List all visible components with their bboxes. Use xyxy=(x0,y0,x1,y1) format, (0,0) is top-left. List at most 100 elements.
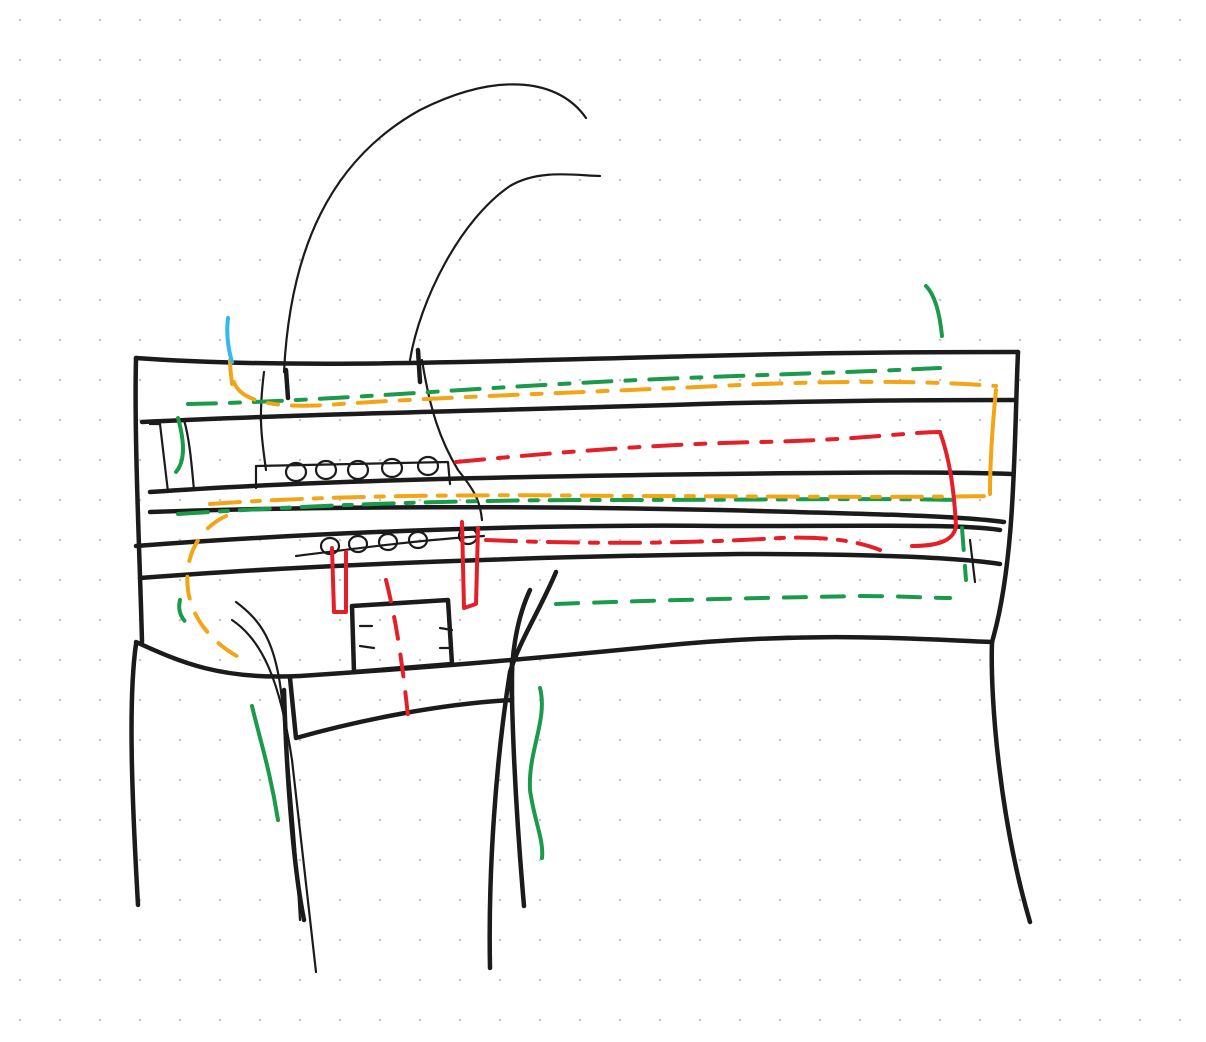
grid-dot xyxy=(18,498,22,502)
grid-dot xyxy=(498,898,502,902)
grid-dot xyxy=(778,778,782,782)
grid-dot xyxy=(98,98,102,102)
grid-dot xyxy=(418,258,422,262)
grid-dot xyxy=(98,938,102,942)
grid-dot xyxy=(98,978,102,982)
grid-dot xyxy=(18,978,22,982)
grid-dot xyxy=(98,218,102,222)
grid-dot xyxy=(898,778,902,782)
grid-dot xyxy=(338,18,342,22)
grid-dot xyxy=(378,218,382,222)
grid-dot xyxy=(298,138,302,142)
grid-dot xyxy=(658,818,662,822)
red-lower-run xyxy=(484,535,882,552)
grid-dot xyxy=(978,938,982,942)
green-left-bracket xyxy=(174,416,185,474)
grid-dot xyxy=(1018,978,1022,982)
grid-dot xyxy=(298,938,302,942)
cable-down-mid-1 xyxy=(487,569,559,971)
grid-dot xyxy=(338,218,342,222)
grid-dot xyxy=(178,58,182,62)
grid-dot xyxy=(18,778,22,782)
grid-dot xyxy=(1138,138,1142,142)
grid-dot xyxy=(298,778,302,782)
grid-dot xyxy=(498,778,502,782)
grid-dot xyxy=(58,1018,62,1022)
grid-dot xyxy=(258,258,262,262)
grid-dot xyxy=(578,458,582,462)
grid-dot xyxy=(978,258,982,262)
grid-dot xyxy=(538,218,542,222)
grid-dot xyxy=(98,498,102,502)
grid-dot xyxy=(218,338,222,342)
grid-dot xyxy=(538,538,542,542)
grid-dot xyxy=(938,778,942,782)
grid-dot xyxy=(858,858,862,862)
grid-dot xyxy=(418,738,422,742)
grid-dot xyxy=(378,298,382,302)
grid-dot xyxy=(738,618,742,622)
grid-dot xyxy=(58,738,62,742)
grid-dot xyxy=(1178,578,1182,582)
cable-arc-1 xyxy=(282,83,588,374)
grid-dot xyxy=(458,418,462,422)
orange-right-down xyxy=(988,388,998,496)
grid-dot xyxy=(1018,618,1022,622)
grid-dot xyxy=(738,578,742,582)
grid-dot xyxy=(418,658,422,662)
grid-dot xyxy=(618,1018,622,1022)
grid-dot xyxy=(938,338,942,342)
grid-dot xyxy=(538,938,542,942)
orange-vertical-left xyxy=(228,358,234,386)
overhead-cables xyxy=(259,83,602,522)
grid-dot xyxy=(698,258,702,262)
grid-dot xyxy=(418,978,422,982)
grid-dot xyxy=(1018,458,1022,462)
grid-dot xyxy=(218,58,222,62)
grid-dot xyxy=(338,458,342,462)
grid-dot xyxy=(658,738,662,742)
grid-dot xyxy=(538,738,542,742)
grid-dot xyxy=(618,418,622,422)
grid-dot xyxy=(1098,58,1102,62)
green-leg-down-mid xyxy=(527,686,545,860)
grid-dot xyxy=(578,978,582,982)
grid-dot xyxy=(1098,418,1102,422)
grid-dot xyxy=(1178,698,1182,702)
grid-dot xyxy=(458,698,462,702)
grid-dot xyxy=(738,658,742,662)
grid-dot xyxy=(978,658,982,662)
grid-dot xyxy=(1098,338,1102,342)
grid-dot xyxy=(298,418,302,422)
grid-dot xyxy=(1058,418,1062,422)
grid-dot xyxy=(298,538,302,542)
grid-dot xyxy=(18,898,22,902)
grid-dot xyxy=(258,298,262,302)
grid-dot xyxy=(538,898,542,902)
grid-dot xyxy=(1178,18,1182,22)
grid-dot xyxy=(1178,418,1182,422)
grid-dot xyxy=(18,938,22,942)
grid-dot xyxy=(178,898,182,902)
grid-dot xyxy=(498,1018,502,1022)
grid-dot xyxy=(378,778,382,782)
red-drop xyxy=(384,578,410,718)
grid-dot xyxy=(938,938,942,942)
grid-dot xyxy=(778,898,782,902)
grid-dot xyxy=(218,578,222,582)
grid-dot xyxy=(778,298,782,302)
grid-dot xyxy=(778,218,782,222)
grid-dot xyxy=(498,378,502,382)
grid-dot xyxy=(618,858,622,862)
grid-dot xyxy=(898,578,902,582)
grid-dot xyxy=(858,218,862,222)
grid-dot xyxy=(418,178,422,182)
grid-dot xyxy=(58,98,62,102)
grid-dot xyxy=(338,58,342,62)
left-inner-post xyxy=(182,418,196,492)
grid-dot xyxy=(58,218,62,222)
grid-dot xyxy=(1058,1018,1062,1022)
grid-dot xyxy=(818,578,822,582)
grid-dot xyxy=(1098,578,1102,582)
grid-dot xyxy=(18,458,22,462)
